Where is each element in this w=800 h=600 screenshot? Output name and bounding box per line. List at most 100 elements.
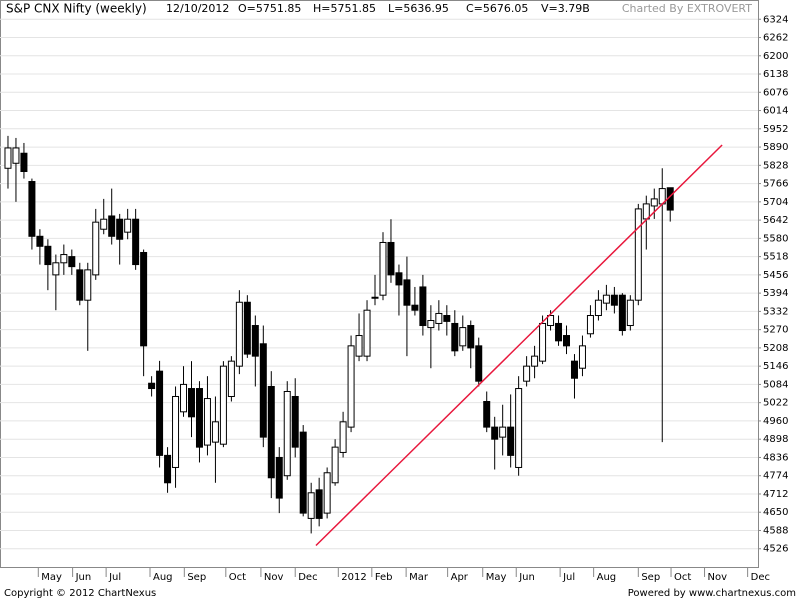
- candle-body: [387, 241, 395, 276]
- x-tick-label: Sep: [641, 572, 660, 583]
- header-low: L=5636.95: [388, 2, 449, 15]
- candle-body: [243, 301, 251, 355]
- candle-body: [92, 221, 100, 276]
- y-tick-label: 5456: [763, 270, 788, 281]
- y-tick-label: 6138: [763, 69, 788, 80]
- y-tick-label: 5704: [763, 197, 788, 208]
- candle-body: [419, 286, 427, 327]
- y-tick-label: 4898: [763, 434, 788, 445]
- candle-body: [164, 454, 172, 484]
- candle-body: [195, 388, 203, 448]
- candle-body: [427, 320, 435, 329]
- candle-body: [283, 390, 291, 477]
- candle-body: [251, 325, 259, 357]
- candle-body: [299, 431, 307, 514]
- candle-body: [4, 147, 12, 169]
- candle-body: [156, 370, 164, 456]
- candle-body: [451, 322, 459, 352]
- y-tick-label: 5518: [763, 252, 788, 263]
- candle-body: [187, 388, 195, 418]
- candle-body: [116, 218, 124, 240]
- footer-right: Powered by www.chartnexus.com: [628, 588, 796, 599]
- y-tick-label: 5394: [763, 288, 788, 299]
- candle-body: [347, 345, 355, 428]
- y-tick-label: 4526: [763, 544, 788, 555]
- candle-body: [507, 426, 515, 456]
- candles: [4, 135, 723, 547]
- y-tick-label: 5952: [763, 124, 788, 135]
- candle-body: [411, 304, 419, 311]
- trend-line: [315, 144, 723, 547]
- candle-body: [483, 400, 491, 428]
- y-tick-label: 5084: [763, 379, 788, 390]
- y-tick-label: 5270: [763, 325, 788, 336]
- candle-body: [291, 395, 299, 448]
- candle-body: [307, 492, 315, 519]
- y-tick-label: 4960: [763, 416, 788, 427]
- x-tick-label: Feb: [375, 572, 393, 583]
- y-tick-label: 5890: [763, 142, 788, 153]
- candle-body: [60, 254, 68, 264]
- y-tick-label: 4712: [763, 489, 788, 500]
- y-tick-label: 5208: [763, 343, 788, 354]
- y-tick-label: 6262: [763, 33, 788, 44]
- candle-body: [140, 251, 148, 347]
- candle-body: [108, 215, 116, 237]
- x-tick-label: 2012: [341, 572, 366, 583]
- candle-body: [499, 426, 507, 438]
- x-tick-label: Nov: [264, 572, 284, 583]
- candle-body: [180, 383, 188, 413]
- x-tick-label: Jul: [108, 572, 121, 583]
- grid: [0, 18, 758, 550]
- candle-body: [626, 299, 634, 327]
- candle-body: [52, 262, 60, 276]
- candle-body: [323, 472, 331, 514]
- candle-body: [132, 218, 140, 266]
- candle-body: [475, 345, 483, 382]
- y-tick-label: 5580: [763, 233, 788, 244]
- y-tick-label: 6324: [763, 14, 788, 25]
- candle-body: [650, 198, 658, 207]
- y-tick-label: 4774: [763, 471, 788, 482]
- candle-body: [403, 279, 411, 306]
- candle-body: [68, 256, 76, 268]
- candle-body: [363, 309, 371, 357]
- candle-body: [20, 152, 28, 173]
- candle-body: [531, 355, 539, 367]
- x-tick-label: Dec: [298, 572, 317, 583]
- candle-body: [355, 335, 363, 357]
- candle-body: [634, 208, 642, 301]
- header-volume: V=3.79B: [541, 2, 590, 15]
- candle-body: [555, 322, 563, 342]
- x-tick-label: Nov: [708, 572, 728, 583]
- candle-body: [491, 426, 499, 440]
- candle-body: [211, 421, 219, 443]
- candle-body: [227, 360, 235, 397]
- x-tick-label: May: [41, 572, 62, 583]
- candle-body: [467, 325, 475, 349]
- candle-body: [315, 489, 323, 519]
- credit: Charted By EXTROVERT: [622, 2, 752, 15]
- candle-body: [435, 312, 443, 324]
- candle-body: [578, 345, 586, 369]
- candle-body: [539, 322, 547, 362]
- candle-body: [547, 315, 555, 327]
- y-tick-label: 5766: [763, 179, 788, 190]
- chart-title: S&P CNX Nifty (weekly): [6, 2, 147, 16]
- candle-body: [395, 272, 403, 286]
- candle-body: [586, 315, 594, 335]
- candle-body: [84, 269, 92, 301]
- candle-body: [100, 218, 108, 230]
- candle-body: [523, 365, 531, 382]
- x-tick-label: Oct: [229, 572, 246, 583]
- candle-body: [235, 301, 243, 367]
- y-tick-label: 4836: [763, 452, 788, 463]
- candle-body: [371, 296, 379, 299]
- x-tick-label: Jun: [518, 572, 535, 583]
- x-tick-label: Mar: [409, 572, 429, 583]
- candle-body: [28, 181, 36, 237]
- y-tick-label: 4650: [763, 507, 788, 518]
- candle-body: [44, 245, 52, 266]
- candle-body: [443, 315, 451, 322]
